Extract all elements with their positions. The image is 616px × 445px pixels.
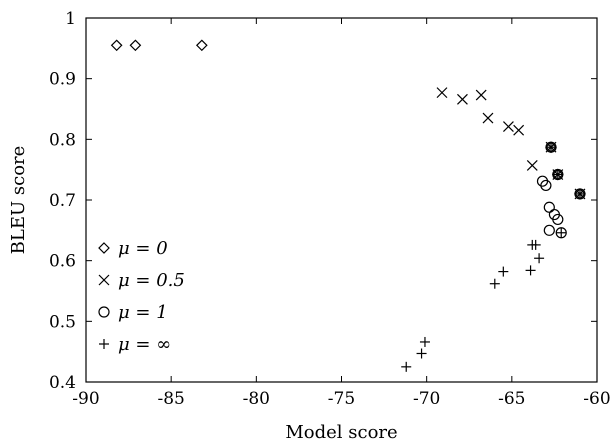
point-cross <box>482 112 494 124</box>
y-tick-label: 0.6 <box>49 252 76 272</box>
legend-marker-circle <box>98 306 110 318</box>
legend-item: μ = ∞ <box>99 334 171 355</box>
legend-label: μ = 1 <box>118 302 168 323</box>
point-diamond <box>110 39 123 52</box>
y-tick-label: 1 <box>65 9 76 29</box>
x-tick-label: -70 <box>413 389 440 409</box>
y-tick-label: 0.4 <box>49 373 76 393</box>
point-circle <box>552 213 564 226</box>
point-plus <box>534 253 545 264</box>
y-tick-label: 0.5 <box>49 312 76 332</box>
point-cross <box>457 93 468 105</box>
legend-marker-cross <box>98 274 110 286</box>
point-plus <box>525 265 536 276</box>
point-plus <box>574 188 585 199</box>
x-tick-label: -60 <box>583 389 610 409</box>
legend-item: μ = 0 <box>98 238 168 259</box>
y-tick-label: 0.8 <box>49 130 76 150</box>
point-cross <box>503 121 514 133</box>
legend-label: μ = 0 <box>118 238 168 259</box>
y-tick-label: 0.7 <box>49 191 76 211</box>
legend-marker-plus <box>99 339 109 349</box>
point-plus <box>530 239 541 250</box>
plot-frame <box>85 17 598 383</box>
point-circle <box>540 179 552 192</box>
data-points <box>110 39 586 372</box>
x-axis-label: Model score <box>285 422 397 443</box>
x-tick-label: -80 <box>243 389 270 409</box>
point-diamond <box>195 39 208 52</box>
x-tick-label: -90 <box>72 389 99 409</box>
point-cross <box>513 124 525 136</box>
point-plus <box>416 348 427 359</box>
point-plus <box>546 142 557 153</box>
legend-marker-diamond <box>98 242 110 254</box>
point-plus <box>401 361 412 372</box>
point-plus <box>498 266 509 277</box>
y-axis-label: BLEU score <box>8 146 29 255</box>
axis-ticks <box>85 17 598 383</box>
legend-item: μ = 1 <box>98 302 168 323</box>
tick-labels: -90 -85 -80 -75 -70 -65 -60 0.4 0.5 0.6 0.7 0.8 0.9 1 <box>49 9 611 409</box>
legend-label: μ = 0.5 <box>118 270 185 291</box>
point-circle <box>543 224 555 236</box>
point-cross <box>436 87 448 99</box>
x-tick-label: -75 <box>328 389 355 409</box>
point-circle <box>543 201 555 213</box>
point-plus <box>556 227 567 238</box>
legend: μ = 0 μ = 0.5 μ = 1 μ = ∞ <box>98 238 185 355</box>
point-cross <box>475 89 487 101</box>
point-plus <box>489 278 500 289</box>
point-plus <box>419 336 430 347</box>
y-tick-label: 0.9 <box>49 70 76 90</box>
point-plus <box>552 169 563 180</box>
x-tick-label: -65 <box>498 389 525 409</box>
legend-label: μ = ∞ <box>118 334 171 355</box>
x-tick-label: -85 <box>157 389 184 409</box>
legend-item: μ = 0.5 <box>98 270 185 291</box>
point-diamond <box>129 39 142 52</box>
point-cross <box>526 159 538 171</box>
